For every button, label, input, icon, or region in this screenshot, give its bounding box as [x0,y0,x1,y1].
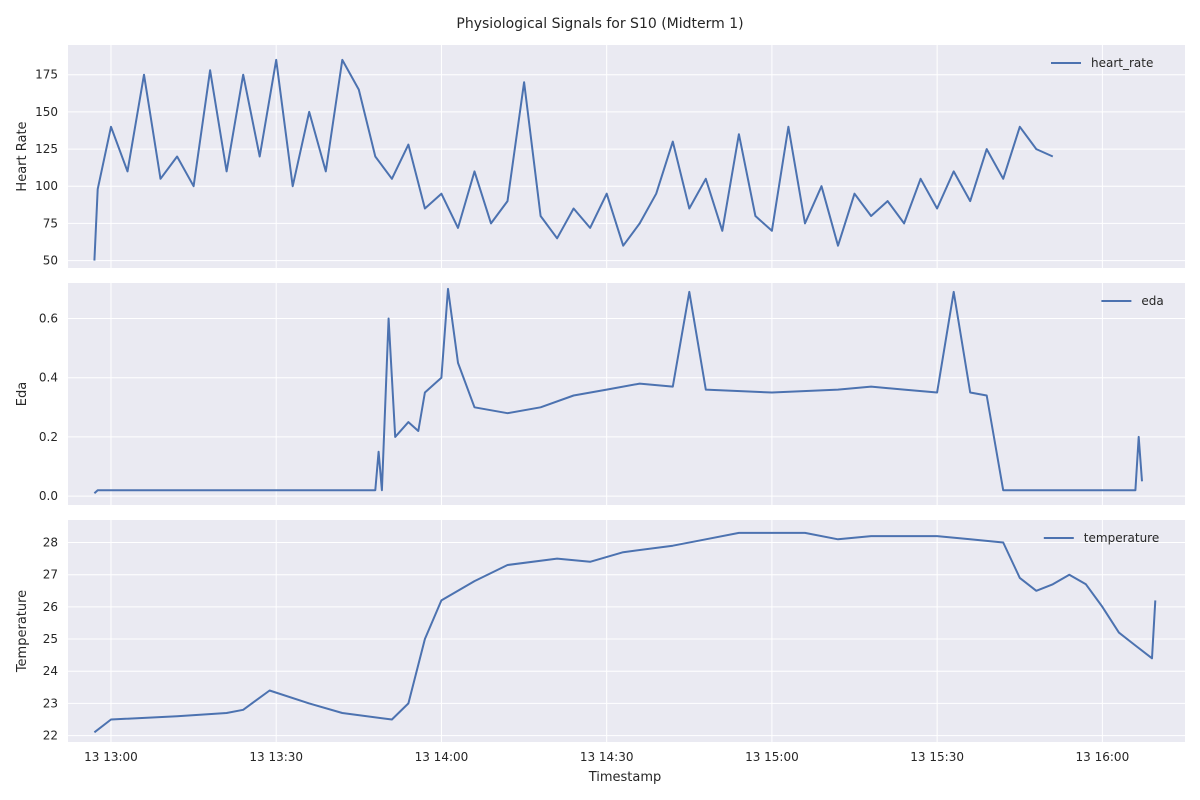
y-tick-label: 0.2 [39,430,58,444]
x-tick-label: 13 13:30 [249,750,303,764]
plot-area [68,520,1185,742]
legend: heart_rate [1051,56,1153,70]
x-tick-label: 13 16:00 [1076,750,1130,764]
legend-label: heart_rate [1091,56,1153,70]
y-tick-label: 26 [43,600,58,614]
x-tick-label: 13 15:00 [745,750,799,764]
y-tick-label: 100 [35,179,58,193]
plot-area [68,45,1185,268]
x-tick-label: 13 13:00 [84,750,138,764]
chart-title: Physiological Signals for S10 (Midterm 1… [456,16,743,32]
y-tick-label: 23 [43,696,58,710]
x-tick-label: 13 15:30 [910,750,964,764]
y-tick-label: 0.6 [39,312,58,326]
legend: eda [1101,294,1164,308]
series-line-eda [93,287,1143,494]
series-line-heart_rate [93,58,1054,261]
y-tick-label: 22 [43,729,58,743]
plot-area [68,283,1185,505]
x-tick-label: 13 14:30 [580,750,634,764]
y-tick-label: 125 [35,142,58,156]
y-tick-label: 150 [35,105,58,119]
x-axis-label: Timestamp [588,770,662,785]
x-tick-label: 13 14:00 [415,750,469,764]
y-tick-label: 27 [43,568,58,582]
y-tick-label: 50 [43,254,58,268]
y-tick-label: 0.4 [39,371,58,385]
y-axis-label: Heart Rate [15,121,30,191]
y-axis-label: Eda [15,382,30,406]
subplot-temperature: 22 23 24 25 26 27 28 Temperature temperature [15,520,1185,743]
y-tick-label: 0.0 [39,489,58,503]
subplot-eda: 0.0 0.2 0.4 0.6 Eda eda [15,283,1185,505]
y-axis-label: Temperature [15,590,30,673]
y-tick-label: 28 [43,536,58,550]
series-line-temperature [93,531,1157,734]
y-tick-label: 175 [35,68,58,82]
y-tick-label: 25 [43,632,58,646]
y-tick-label: 75 [43,216,58,230]
legend-label: eda [1141,294,1163,308]
y-tick-label: 24 [43,664,58,678]
legend-label: temperature [1084,531,1159,545]
legend: temperature [1043,531,1159,545]
subplot-heart_rate: 50 75 100 125 150 175 Heart Rate heart_rate [15,45,1185,268]
